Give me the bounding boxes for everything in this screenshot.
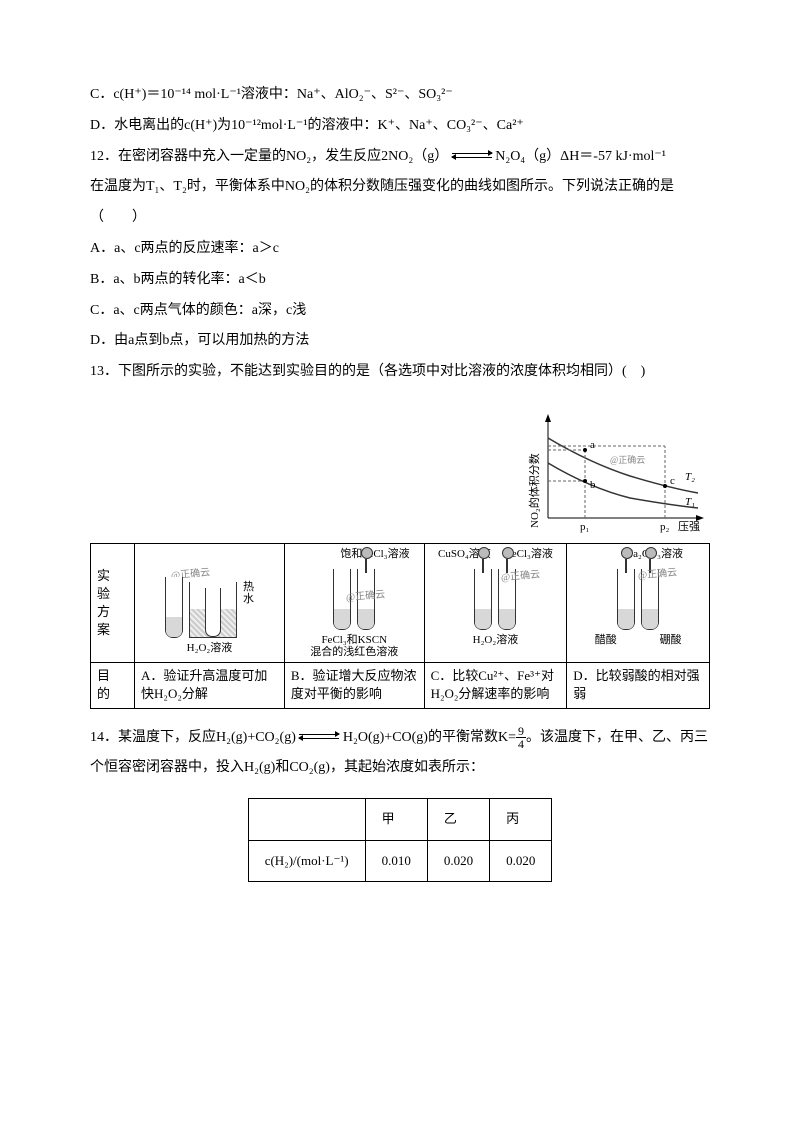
bottom-label: H₂O₂溶液 — [141, 642, 278, 654]
table-row: 甲 乙 丙 — [248, 799, 552, 841]
svg-text:a: a — [590, 439, 595, 451]
dropper-icon — [478, 547, 488, 571]
svg-text:T₂: T₂ — [685, 471, 695, 483]
row-header-purpose: 目的 — [91, 663, 135, 708]
top-label: 饱和FeCl₃溶液 — [291, 548, 418, 560]
row-header-scheme: 实验方案 — [91, 543, 135, 662]
no2-fraction-chart: a b c T₂ T₁ p₁ p₂ 压强 NO₂的体积分数 @正确云 — [520, 408, 710, 538]
cell: 乙 — [427, 799, 489, 841]
table-row: 目的 A．验证升高温度可加快H₂O₂分解 B．验证增大反应物浓度对平衡的影响 C… — [91, 663, 710, 708]
concentration-table: 甲 乙 丙 c(H₂)/(mol·L⁻¹) 0.010 0.020 0.020 — [248, 798, 553, 882]
cell — [248, 799, 365, 841]
exp-cell-d: Na₂CO₃溶液 @正确云 醋酸 硼酸 — [567, 543, 710, 662]
q13-stem: 13．下图所示的实验，不能达到实验目的的是（各选项中对比溶液的浓度体积均相同）(… — [90, 357, 710, 388]
svg-text:p₁: p₁ — [580, 521, 590, 533]
denominator: 4 — [516, 738, 526, 750]
test-tube-icon — [474, 569, 492, 630]
q12-part1: 12．在密闭容器中充入一定量的NO₂，发生反应2NO₂（g） — [90, 149, 448, 164]
q12-opt-d: D．由a点到b点，可以用加热的方法 — [90, 326, 710, 357]
dropper-icon — [621, 547, 631, 571]
q14-part2: H₂O(g)+CO(g)的平衡常数K= — [343, 730, 516, 745]
exp-cell-b: 饱和FeCl₃溶液 @正确云 FeCl₃和KSCN混合的浅红色溶液 — [284, 543, 424, 662]
cell: 0.010 — [365, 840, 427, 882]
cell: 甲 — [365, 799, 427, 841]
q12-part2: N₂O₄（g）ΔH＝-57 kJ·mol⁻¹ — [495, 149, 666, 164]
purpose-d: D．比较弱酸的相对强弱 — [567, 663, 710, 708]
dropper-icon — [502, 547, 512, 571]
exp-cell-a: @正确云 热水 H₂O₂溶液 — [135, 543, 285, 662]
svg-text:b: b — [590, 479, 596, 491]
svg-text:c: c — [670, 475, 675, 487]
cell: 丙 — [490, 799, 552, 841]
cell: 0.020 — [427, 840, 489, 882]
side-label: 热水 — [243, 581, 254, 605]
cell: c(H₂)/(mol·L⁻¹) — [248, 840, 365, 882]
purpose-c: C．比较Cu²⁺、Fe³⁺对H₂O₂分解速率的影响 — [424, 663, 567, 708]
option-d: D．水电离出的c(H⁺)为10⁻¹²mol·L⁻¹的溶液中：K⁺、Na⁺、CO₃… — [90, 111, 710, 142]
graph-container: a b c T₂ T₁ p₁ p₂ 压强 NO₂的体积分数 @正确云 — [90, 408, 710, 538]
q14-stem: 14．某温度下，反应H₂(g)+CO₂(g) H₂O(g)+CO(g)的平衡常数… — [90, 723, 710, 785]
bottom-labels: 醋酸 硼酸 — [573, 634, 703, 646]
numerator: 9 — [516, 725, 526, 738]
option-c: C．c(H⁺)＝10⁻¹⁴ mol·L⁻¹溶液中：Na⁺、AlO₂⁻、S²⁻、S… — [90, 80, 710, 111]
watermark: @正确云 — [345, 588, 385, 605]
q12-opt-b: B．a、b两点的转化率：a＜b — [90, 265, 710, 296]
q14-part1: 14．某温度下，反应H₂(g)+CO₂(g) — [90, 730, 296, 745]
exp-cell-c: CuSO₄溶液 FeCl₃溶液 @正确云 H₂O₂溶液 — [424, 543, 567, 662]
bottom-label: FeCl₃和KSCN混合的浅红色溶液 — [291, 634, 418, 658]
purpose-a: A．验证升高温度可加快H₂O₂分解 — [135, 663, 285, 708]
label: 硼酸 — [660, 634, 682, 646]
top-label: Na₂CO₃溶液 — [573, 548, 703, 560]
q12-opt-c: C．a、c两点气体的颜色：a深，c浅 — [90, 296, 710, 327]
watermark: @正确云 — [638, 566, 678, 583]
purpose-b: B．验证增大反应物浓度对平衡的影响 — [284, 663, 424, 708]
watermark: @正确云 — [500, 568, 540, 585]
svg-text:T₁: T₁ — [685, 496, 695, 508]
q12-opt-a: A．a、c两点的反应速率：a＞c — [90, 234, 710, 265]
svg-text:压强: 压强 — [678, 520, 700, 533]
svg-text:p₂: p₂ — [660, 521, 670, 533]
top-labels: CuSO₄溶液 FeCl₃溶液 — [431, 548, 561, 560]
equilibrium-arrow-icon — [299, 732, 339, 742]
bottom-label: H₂O₂溶液 — [431, 634, 561, 646]
beaker-icon — [189, 582, 237, 638]
cell: 0.020 — [490, 840, 552, 882]
equilibrium-arrow-icon — [452, 151, 492, 161]
table-row: c(H₂)/(mol·L⁻¹) 0.010 0.020 0.020 — [248, 840, 552, 882]
test-tube-icon — [165, 577, 183, 638]
label: 醋酸 — [595, 634, 617, 646]
experiment-table: 实验方案 @正确云 热水 H₂O₂溶液 饱和FeCl₃溶液 @正确云 — [90, 543, 710, 709]
dropper-icon — [361, 547, 371, 571]
svg-text:@正确云: @正确云 — [610, 454, 645, 465]
fraction: 94 — [516, 725, 526, 750]
svg-text:NO₂的体积分数: NO₂的体积分数 — [527, 453, 541, 528]
table-row: 实验方案 @正确云 热水 H₂O₂溶液 饱和FeCl₃溶液 @正确云 — [91, 543, 710, 662]
q12-cont: 在温度为T₁、T₂时，平衡体系中NO₂的体积分数随压强变化的曲线如图所示。下列说… — [90, 172, 710, 234]
test-tube-icon — [617, 569, 635, 630]
q12-stem: 12．在密闭容器中充入一定量的NO₂，发生反应2NO₂（g） N₂O₄（g）ΔH… — [90, 142, 710, 173]
